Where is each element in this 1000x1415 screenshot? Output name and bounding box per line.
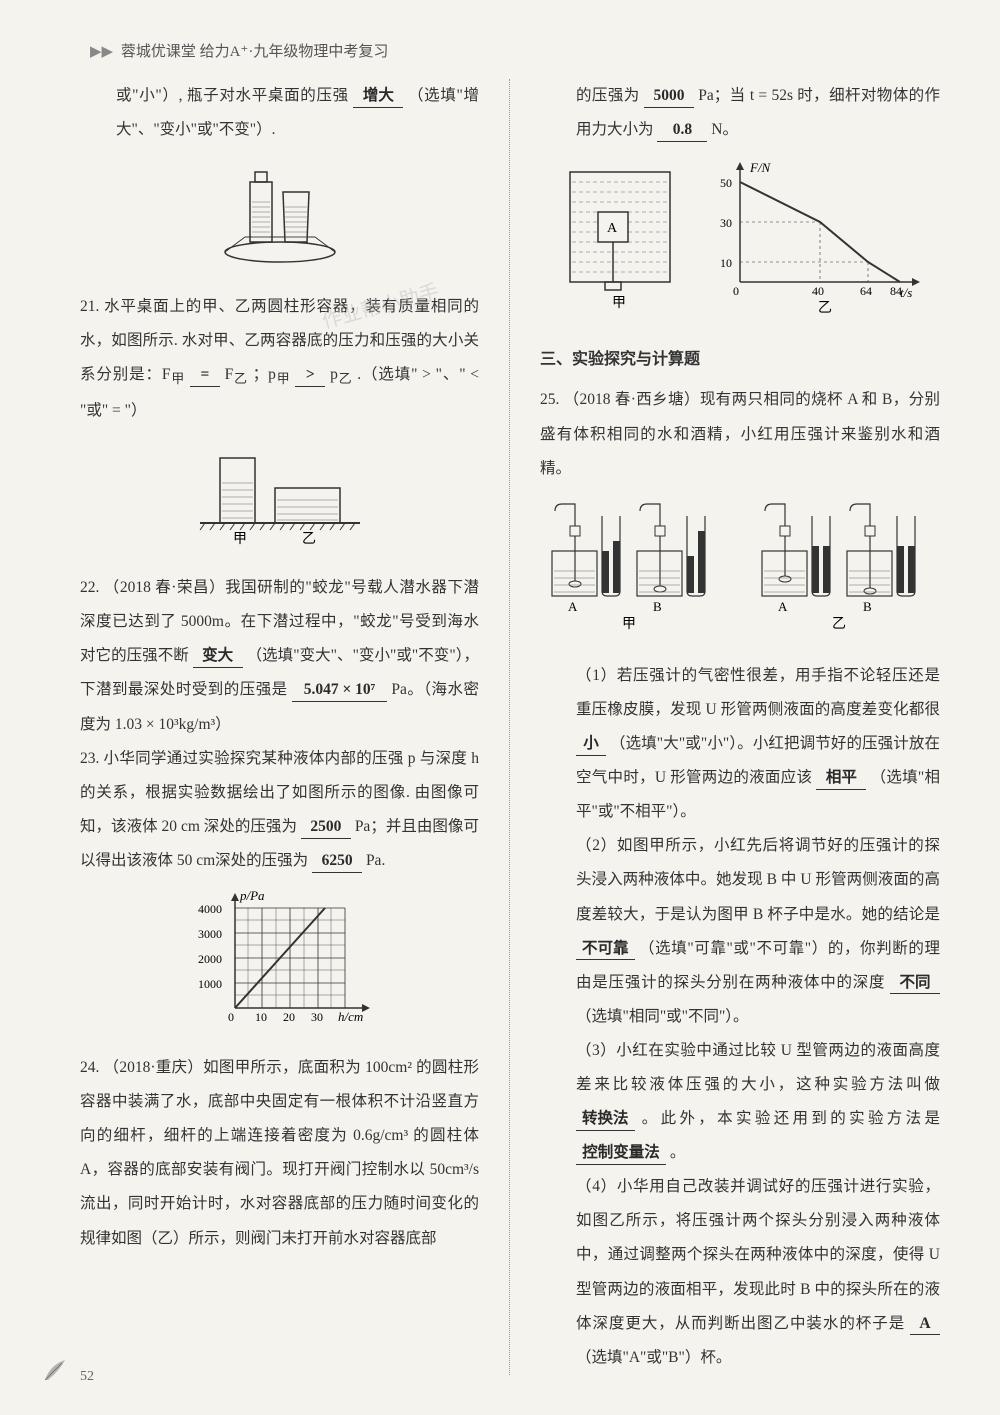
svg-text:A: A — [568, 599, 578, 614]
svg-text:乙: 乙 — [302, 531, 316, 547]
svg-text:50: 50 — [720, 176, 732, 190]
section-3-title: 三、实验探究与计算题 — [540, 342, 940, 377]
q21-blank1: = — [190, 364, 220, 387]
svg-text:B: B — [653, 599, 662, 614]
svg-text:30: 30 — [720, 216, 732, 230]
svg-text:3000: 3000 — [198, 927, 222, 941]
svg-text:0: 0 — [228, 1010, 234, 1024]
q20-blank: 增大 — [353, 85, 403, 108]
q24-figure: A 甲 F/N t/s — [540, 157, 940, 330]
q25-p4-blank1: A — [910, 1313, 940, 1336]
header-text: 蓉城优课堂 给力A⁺·九年级物理中考复习 — [121, 44, 389, 60]
svg-text:A: A — [607, 221, 618, 236]
svg-text:p/Pa: p/Pa — [239, 888, 265, 903]
q21-blank2: > — [295, 364, 325, 387]
svg-text:A: A — [778, 599, 788, 614]
q22-num: 22. — [80, 579, 99, 596]
svg-text:B: B — [863, 599, 872, 614]
svg-text:h/cm: h/cm — [338, 1009, 363, 1024]
page-number: 52 — [80, 1369, 94, 1385]
svg-text:0: 0 — [733, 284, 739, 298]
svg-text:4000: 4000 — [198, 902, 222, 916]
svg-text:10: 10 — [255, 1010, 267, 1024]
q25-p2-blank2: 不同 — [890, 972, 940, 995]
q20-figure — [80, 157, 479, 280]
q21-figure: 甲 乙 — [80, 438, 479, 561]
q23-blank2: 6250 — [312, 850, 362, 873]
q21-num: 21. — [80, 298, 99, 315]
svg-text:20: 20 — [283, 1010, 295, 1024]
q25-p1-blank2: 相平 — [816, 767, 866, 790]
svg-text:64: 64 — [860, 284, 872, 298]
q23-num: 23. — [80, 750, 99, 767]
q25-p2-blank1: 不可靠 — [576, 938, 635, 961]
q23-chart: 4000 3000 2000 1000 0 10 20 30 p/Pa h/cm — [80, 888, 479, 1041]
q23-blank1: 2500 — [301, 816, 351, 839]
q22-blank1: 变大 — [193, 645, 243, 668]
q24-num: 24. — [80, 1059, 99, 1076]
q24-blank2: 0.8 — [657, 119, 707, 142]
svg-text:10: 10 — [720, 256, 732, 270]
q25-p3-blank2: 控制变量法 — [576, 1142, 666, 1165]
svg-text:40: 40 — [812, 284, 824, 298]
q25-num: 25. — [540, 391, 559, 408]
q25-p1-blank1: 小 — [576, 733, 606, 756]
q25-p3-blank1: 转换法 — [576, 1108, 635, 1131]
column-divider — [509, 79, 510, 1375]
header-arrows: ▶▶ — [90, 44, 113, 60]
svg-text:30: 30 — [311, 1010, 323, 1024]
right-column: 的压强为 5000 Pa；当 t = 52s 时，细杆对物体的作用力大小为 0.… — [540, 79, 940, 1375]
svg-text:乙: 乙 — [818, 300, 832, 316]
q24-blank1: 5000 — [644, 85, 694, 108]
svg-text:2000: 2000 — [198, 952, 222, 966]
page-header: ▶▶ 蓉城优课堂 给力A⁺·九年级物理中考复习 — [80, 40, 940, 61]
svg-text:1000: 1000 — [198, 977, 222, 991]
feather-icon — [40, 1355, 70, 1390]
svg-text:甲: 甲 — [612, 296, 626, 311]
q25-figure: A B 甲 — [540, 496, 940, 649]
svg-text:乙: 乙 — [832, 616, 846, 632]
left-column: 或"小"）, 瓶子对水平桌面的压强 增大 （选填"增大"、"变小"或"不变"）. — [80, 79, 479, 1375]
svg-text:甲: 甲 — [622, 617, 636, 632]
q22-blank2: 5.047 × 10⁷ — [292, 679, 387, 702]
svg-text:84: 84 — [890, 284, 902, 298]
svg-text:F/N: F/N — [749, 160, 772, 175]
svg-text:甲: 甲 — [233, 532, 247, 547]
